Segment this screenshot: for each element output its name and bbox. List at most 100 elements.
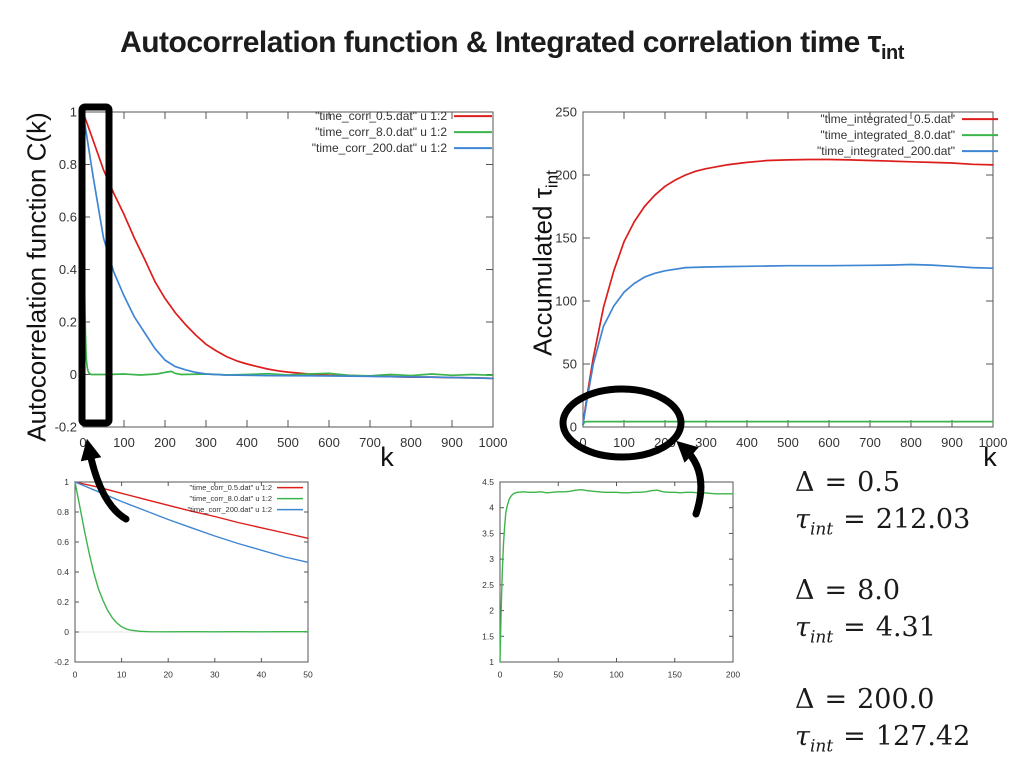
y-tick-label: 4.5: [482, 477, 494, 487]
legend-label-corr-8.0: "time_corr_8.0.dat" u 1:2: [315, 125, 447, 139]
equals-sign: =: [824, 467, 848, 498]
y-tick-label: 0.4: [57, 567, 69, 577]
y-tick-label: 1.5: [482, 631, 494, 641]
delta-symbol: Δ: [795, 683, 815, 715]
chart-integrated-tau-full: 0 100 200 300 400 500 600 700 800 900 1000 0 50 100 15…: [555, 105, 1008, 472]
tau-subscript: int: [809, 519, 834, 540]
y-tick-label: 2.5: [482, 580, 494, 590]
y-tick-label: 250: [555, 105, 577, 120]
delta-line: Δ = 200.0: [795, 681, 1020, 718]
x-tick-label: 40: [257, 670, 267, 680]
x-tick-label: 20: [163, 670, 173, 680]
x-tick-label: 200: [726, 670, 740, 680]
tau-subscript: int: [809, 627, 834, 648]
x-tick-label: 0: [498, 670, 503, 680]
legend-label-corr-0.5-zoom: "time_corr_0.5.dat" u 1:2: [190, 483, 272, 492]
equals-sign: =: [824, 575, 848, 607]
plot-border: [82, 111, 494, 428]
x-tick-label: 300: [195, 435, 217, 450]
y-tick-label: -0.2: [55, 420, 77, 435]
curve-integrated-200: [582, 263, 994, 426]
y-tick-label: 200: [555, 168, 577, 183]
delta-line: Δ = 0.5: [795, 464, 1020, 501]
y-tick-label: 3: [489, 554, 494, 564]
x-tick-label: 50: [554, 670, 564, 680]
delta-line: Δ = 8.0: [795, 572, 1020, 609]
x-tick-label: 1000: [479, 435, 508, 450]
x-tick-label: 0: [579, 435, 586, 450]
equals-sign: =: [843, 720, 866, 752]
y-tick-label: 2: [489, 606, 494, 616]
x-axis-label: k: [380, 442, 394, 472]
legend-label-corr-8.0-zoom: "time_corr_8.0.dat" u 1:2: [190, 494, 272, 503]
x-tick-label: 30: [210, 670, 220, 680]
page-title: Autocorrelation function & Integrated co…: [0, 24, 1024, 65]
x-tick-label: 150: [668, 670, 682, 680]
legend-label-integrated-200: "time_integrated_200.dat": [817, 144, 955, 158]
title-tau-subscript: int: [880, 42, 904, 64]
tau-int-value: 4.31: [875, 612, 936, 644]
y-tick-label: 3.5: [482, 528, 494, 538]
x-tick-label: 0: [79, 435, 86, 450]
x-tick-label: 1000: [979, 435, 1008, 450]
y-tick-label: 0.6: [59, 210, 77, 225]
x-tick-label: 400: [236, 435, 258, 450]
y-tick-label: 0: [570, 420, 577, 435]
delta-symbol: Δ: [795, 467, 815, 498]
tau-symbol: τ: [795, 720, 810, 752]
legend-label-corr-200-zoom: "time_corr_200.dat" u 1:2: [187, 505, 272, 514]
curve-corr-8.0-zoom: [74, 481, 309, 633]
equals-sign: =: [843, 504, 866, 535]
x-tick-label: 500: [777, 435, 799, 450]
tau-line: τint = 212.03: [795, 501, 1020, 548]
x-tick-label: 100: [113, 435, 135, 450]
y-tick-label: 50: [563, 357, 577, 372]
x-tick-label: 600: [318, 435, 340, 450]
y-tick-label: 150: [555, 231, 577, 246]
chart-integrated-tau-zoom: 0 50 100 150 200 1 1.5 2 2.5 3 3.5 4 4.5: [482, 477, 740, 680]
x-tick-label: 0: [73, 670, 78, 680]
x-tick-label: 800: [900, 435, 922, 450]
result-group-8.0: Δ = 8.0 τint = 4.31: [795, 572, 1020, 656]
x-tick-label: 50: [303, 670, 313, 680]
tau-int-value: 127.42: [875, 720, 971, 752]
x-tick-label: 300: [695, 435, 717, 450]
y-tick-label: 0: [70, 367, 77, 382]
x-tick-label: 800: [400, 435, 422, 450]
title-tau-symbol: τ: [867, 24, 882, 59]
y-tick-label: 0: [64, 627, 69, 637]
equals-sign: =: [824, 683, 848, 715]
delta-value: 0.5: [857, 467, 901, 498]
tau-symbol: τ: [795, 504, 810, 535]
y-tick-label: 0.6: [57, 537, 69, 547]
legend-label-corr-200: "time_corr_200.dat" u 1:2: [312, 141, 448, 155]
legend-label-integrated-0.5: "time_integrated_0.5.dat": [820, 112, 955, 126]
tau-subscript: int: [809, 736, 834, 757]
legend-label-corr-0.5: "time_corr_0.5.dat" u 1:2: [315, 109, 447, 123]
x-tick-label: 500: [277, 435, 299, 450]
y-tick-label: 4: [489, 503, 494, 513]
curve-integrated-0.5: [582, 158, 994, 426]
y-tick-label: -0.2: [54, 657, 69, 667]
equals-sign: =: [843, 612, 866, 644]
x-axis-label: k: [983, 442, 997, 472]
delta-value: 200.0: [857, 683, 935, 715]
y-tick-label: 0.2: [57, 597, 69, 607]
x-tick-label: 200: [154, 435, 176, 450]
chart-autocorrelation-full: 0 100 200 300 400 500 600 700 800 900 1000-0.200.2…: [55, 105, 508, 472]
x-tick-label: 900: [941, 435, 963, 450]
y-tick-label: 0.8: [57, 507, 69, 517]
x-tick-label: 100: [609, 670, 623, 680]
tau-int-value: 212.03: [875, 504, 971, 535]
chart-autocorrelation-zoom: 0 10 20 30 40 50 -0.2 0 0.2 0.4 0.6 0.8 1 "time_corr_…: [54, 477, 313, 680]
x-tick-label: 700: [359, 435, 381, 450]
x-tick-label: 100: [613, 435, 635, 450]
y-tick-label: 1: [489, 657, 494, 667]
delta-symbol: Δ: [795, 575, 815, 607]
x-tick-label: 700: [859, 435, 881, 450]
result-group-0.5: Δ = 0.5 τint = 212.03: [795, 464, 1020, 548]
legend-label-integrated-8.0: "time_integrated_8.0.dat": [820, 128, 955, 142]
x-tick-label: 200: [654, 435, 676, 450]
x-tick-label: 10: [117, 670, 127, 680]
